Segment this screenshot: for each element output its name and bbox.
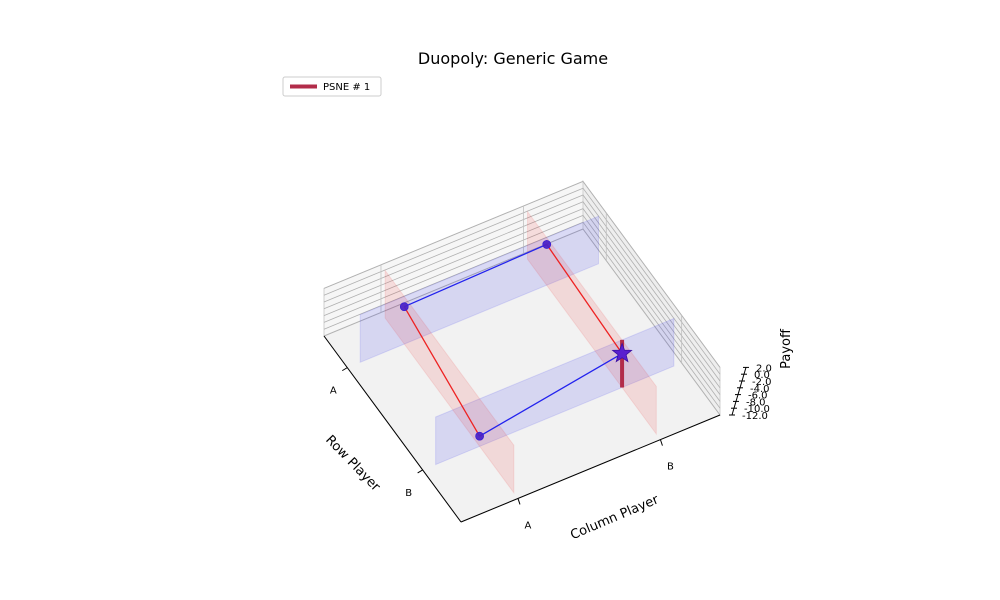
legend-box [282, 76, 382, 97]
strategy-lines [403, 243, 623, 437]
z-gridline [323, 214, 721, 402]
z-gridline [323, 228, 721, 416]
payoff-tick-label: -4.0 [750, 384, 770, 395]
row-axis-line [323, 335, 462, 523]
payoff-gridlines [323, 180, 721, 416]
column-axis-label: Column Player [568, 492, 661, 543]
strategy-line [546, 244, 623, 354]
z-gridline [323, 208, 721, 395]
z-gridline [323, 201, 721, 389]
payoff-tick-label: -8.0 [746, 397, 766, 408]
equilibrium-star [611, 342, 633, 363]
column-axis-line [460, 414, 721, 523]
strategy-line [479, 352, 623, 437]
row-tick [342, 367, 348, 372]
legend: PSNE # 1 [282, 76, 382, 97]
row-player-plane [435, 317, 675, 466]
z-gridline [323, 221, 721, 409]
z-gridline [323, 194, 721, 382]
column-tick-label: B [667, 462, 674, 473]
strategy-line [403, 306, 481, 437]
row-tick [417, 469, 423, 474]
payoff-tick-label: 0.0 [754, 370, 770, 381]
row-axis-label: Row Player [322, 433, 383, 495]
payoff-point [542, 240, 552, 249]
payoff-tick-label: -2.0 [752, 377, 772, 388]
column-player-plane [527, 210, 657, 436]
payoff-tick-label: -10.0 [744, 404, 770, 415]
row-tick-label: A [330, 386, 337, 397]
column-tick-label: A [525, 520, 532, 531]
axis-ticks: A B A B 2.00.0-2.0-4.0-6.0-8.0-10.0-12.0 [330, 363, 772, 531]
row-player-plane [359, 215, 599, 364]
payoff-markers [399, 240, 633, 441]
column-tick [659, 439, 663, 446]
payoff-axis-label: Payoff [779, 328, 794, 369]
legend-entry: PSNE # 1 [323, 82, 370, 93]
payoff-point [475, 431, 484, 441]
payoff-axis-line [731, 367, 747, 416]
column-tick [517, 498, 521, 505]
axis-frame [323, 335, 747, 523]
payoff-point [399, 302, 409, 311]
row-tick-label: B [405, 488, 412, 499]
payoff-tick-label: -12.0 [742, 411, 768, 422]
z-gridline [323, 180, 721, 368]
z-gridline [323, 187, 721, 375]
chart-title: Duopoly: Generic Game [418, 49, 608, 68]
payoff-tick-label: -6.0 [748, 391, 768, 402]
axis-panes [323, 179, 721, 523]
payoff-tick-label: 2.0 [756, 363, 772, 374]
strategy-line [404, 243, 547, 308]
